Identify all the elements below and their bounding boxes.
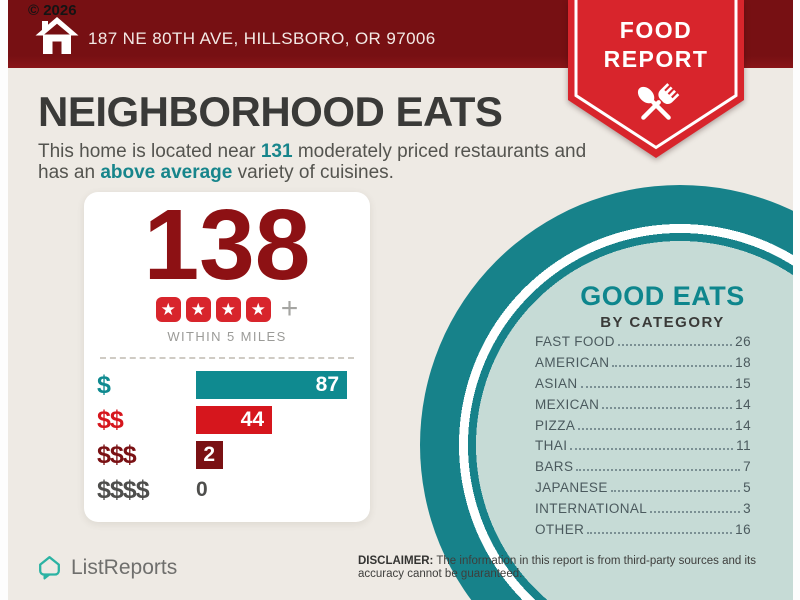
page-title: NEIGHBORHOOD EATS: [38, 88, 503, 135]
dotted-leader: [612, 364, 733, 367]
table-row: AMERICAN 18: [535, 355, 751, 376]
dotted-leader: [578, 427, 733, 430]
bar: 2: [196, 441, 223, 469]
category-value: 26: [735, 334, 751, 349]
disclaimer-body: The information in this report is from t…: [358, 555, 756, 580]
table-row: INTERNATIONAL 3: [535, 501, 751, 522]
good-eats-title: GOOD EATS: [580, 281, 745, 311]
table-row: MEXICAN 14: [535, 397, 751, 418]
listreports-brand: ListReports: [36, 553, 177, 582]
dotted-leader: [610, 490, 741, 493]
badge-shield-shape: [568, 0, 744, 158]
bar-row-price-2: $$ 44: [97, 406, 370, 434]
category-label: THAI: [535, 438, 568, 454]
table-row: JAPANESE 5: [535, 480, 751, 501]
bar-row-price-4: $$$$ 0: [97, 476, 370, 504]
category-label: JAPANESE: [535, 480, 608, 496]
table-row: THAI 11: [535, 438, 751, 459]
bar-label: $$: [97, 405, 124, 434]
category-value: 5: [743, 480, 751, 496]
price-tier-bar-chart: $ 87 $$ 44 $$$ 2 $$$$ 0: [84, 371, 370, 504]
badge-line1: FOOD: [619, 17, 693, 43]
category-value: 14: [735, 417, 751, 433]
intro-text: This home is located near 131 moderately…: [38, 141, 598, 183]
dotted-leader: [576, 469, 741, 472]
bar: 44: [196, 406, 272, 434]
badge-line2: REPORT: [603, 46, 709, 72]
intro-highlight-count: 131: [260, 141, 293, 162]
bar-value: 0: [196, 478, 208, 501]
category-value: 7: [743, 459, 751, 475]
bar: 0: [196, 476, 208, 504]
bar-value: 2: [203, 443, 215, 466]
star-icon: ★: [155, 296, 181, 322]
bar-value: 44: [240, 408, 264, 431]
good-eats-heading: GOOD EATS BY CATEGORY: [545, 281, 780, 331]
bar-label: $$$: [97, 440, 137, 469]
dotted-leader: [587, 532, 733, 535]
bar-label: $: [97, 370, 111, 399]
dotted-leader: [570, 448, 734, 451]
disclaimer-text: DISCLAIMER: The information in this repo…: [358, 555, 778, 581]
category-value: 16: [735, 522, 751, 538]
category-label: PIZZA: [535, 417, 576, 433]
house-logo-icon: [39, 556, 60, 580]
category-label: OTHER: [535, 522, 585, 538]
category-value: 3: [743, 501, 751, 517]
category-value: 11: [736, 438, 751, 454]
category-label: ASIAN: [535, 375, 578, 391]
plus-icon: +: [280, 292, 299, 325]
category-label: FAST FOOD: [535, 334, 615, 349]
category-label: MEXICAN: [535, 396, 600, 412]
page-border-right: [793, 0, 800, 600]
dotted-leader: [650, 511, 741, 514]
table-row: PIZZA 14: [535, 418, 751, 439]
home-icon: [35, 17, 79, 54]
copyright-text: © 2026: [28, 2, 77, 19]
good-eats-subtitle: BY CATEGORY: [600, 314, 725, 331]
intro-line2: has an above average variety of cuisines…: [38, 162, 394, 183]
table-row: FAST FOOD 26: [535, 334, 751, 355]
bar-row-price-1: $ 87: [97, 371, 370, 399]
intro-text-3: has an: [38, 162, 101, 183]
intro-text-4: variety of cuisines.: [232, 162, 394, 183]
bar-label: $$$$: [97, 475, 150, 504]
table-row: BARS 7: [535, 459, 751, 480]
category-label: AMERICAN: [535, 354, 610, 370]
radius-caption: WITHIN 5 MILES: [167, 329, 287, 344]
star-icon: ★: [185, 296, 211, 322]
badge-title: FOOD REPORT: [568, 17, 744, 73]
bar-value: 87: [315, 373, 339, 396]
food-report-badge: FOOD REPORT: [568, 0, 744, 158]
bar-row-price-3: $$$ 2: [97, 441, 370, 469]
table-row: ASIAN 15: [535, 376, 751, 397]
brand-name: ListReports: [71, 555, 178, 579]
category-value: 15: [735, 375, 751, 391]
dotted-leader: [617, 344, 733, 346]
category-label: BARS: [535, 459, 574, 475]
intro-highlight-rating: above average: [100, 162, 233, 183]
star-icon: ★: [245, 296, 271, 322]
page-border-left: [0, 0, 8, 600]
star-rating: ★ ★ ★ ★ +: [84, 292, 370, 325]
dotted-leader: [580, 385, 733, 388]
category-table: FAST FOOD 26 AMERICAN 18 ASIAN 15 MEXICAN 14…: [535, 334, 751, 543]
stats-card: 138 ★ ★ ★ ★ + WITHIN 5 MILES $ 87 $$ 44 …: [84, 192, 370, 522]
table-row: OTHER 16: [535, 522, 751, 543]
intro-text-2: moderately priced restaurants and: [292, 141, 587, 162]
category-label: INTERNATIONAL: [535, 501, 648, 517]
dotted-leader: [602, 406, 733, 409]
disclaimer-label: DISCLAIMER:: [358, 555, 434, 567]
restaurant-count: 138: [143, 189, 311, 301]
property-address: 187 NE 80TH AVE, HILLSBORO, OR 97006: [88, 29, 436, 48]
star-icon: ★: [215, 296, 241, 322]
category-value: 18: [735, 354, 751, 370]
bar: 87: [196, 371, 347, 399]
dashed-divider: [100, 357, 354, 359]
utensils-icon: [637, 83, 680, 120]
intro-line1: This home is located near 131 moderately…: [38, 141, 586, 162]
intro-text-1: This home is located near: [38, 141, 261, 162]
category-value: 14: [735, 396, 751, 412]
